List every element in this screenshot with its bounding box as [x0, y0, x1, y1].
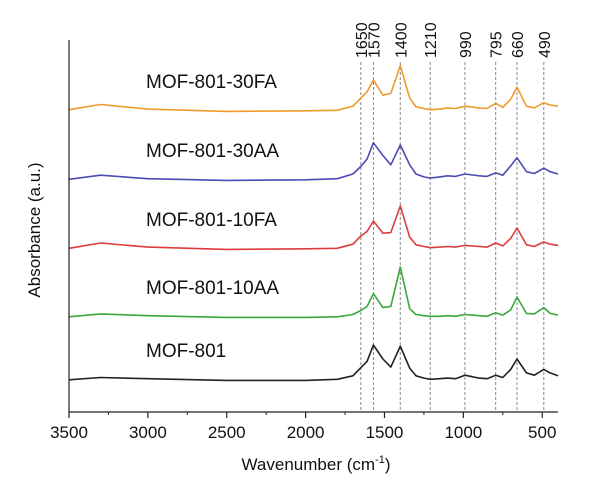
spectra-series [68, 64, 559, 382]
series-label-mof-801-30aa: MOF-801-30AA [146, 141, 279, 162]
peak-label-990: 990 [458, 31, 475, 58]
series-label-mof-801-10fa: MOF-801-10FA [146, 210, 277, 231]
x-axis-title: Wavenumber (cm-1) [242, 454, 391, 474]
series-line-mof-801-10fa [68, 205, 559, 251]
peak-reference-lines [360, 62, 545, 412]
axes [68, 40, 558, 413]
series-label-mof-801-10aa: MOF-801-10AA [146, 278, 279, 299]
peak-label-660: 660 [510, 31, 527, 58]
x-tick-label-2000: 2000 [287, 423, 325, 442]
x-tick-label-3500: 3500 [50, 423, 88, 442]
peak-label-795: 795 [489, 31, 506, 58]
y-axis-title: Absorbance (a.u.) [25, 162, 44, 297]
x-tick-label-3000: 3000 [129, 423, 167, 442]
x-tick-label-500: 500 [528, 423, 556, 442]
x-tick-label-1000: 1000 [444, 423, 482, 442]
x-axis-title-superscript: -1 [375, 454, 385, 466]
series-label-mof-801: MOF-801 [146, 341, 226, 362]
peak-label-1650: 1650 [354, 22, 371, 58]
series-line-mof-801-30fa [68, 64, 559, 113]
series-labels: MOF-801-30FA MOF-801-30AA MOF-801-10FA MOF-… [146, 72, 279, 362]
series-line-mof-801-30aa [68, 141, 559, 182]
x-tick-label-1500: 1500 [366, 423, 404, 442]
peak-label-1210: 1210 [423, 22, 440, 58]
series-line-mof-801-10aa [68, 266, 559, 319]
peak-label-490: 490 [537, 31, 554, 58]
peak-label-1400: 1400 [393, 22, 410, 58]
x-axis-ticks: 3500 3000 2500 2000 1500 1000 500 [50, 412, 556, 442]
peak-label-1570: 1570 [366, 22, 383, 58]
x-tick-label-2500: 2500 [208, 423, 246, 442]
series-line-mof-801 [68, 344, 559, 382]
series-label-mof-801-30fa: MOF-801-30FA [146, 72, 277, 93]
